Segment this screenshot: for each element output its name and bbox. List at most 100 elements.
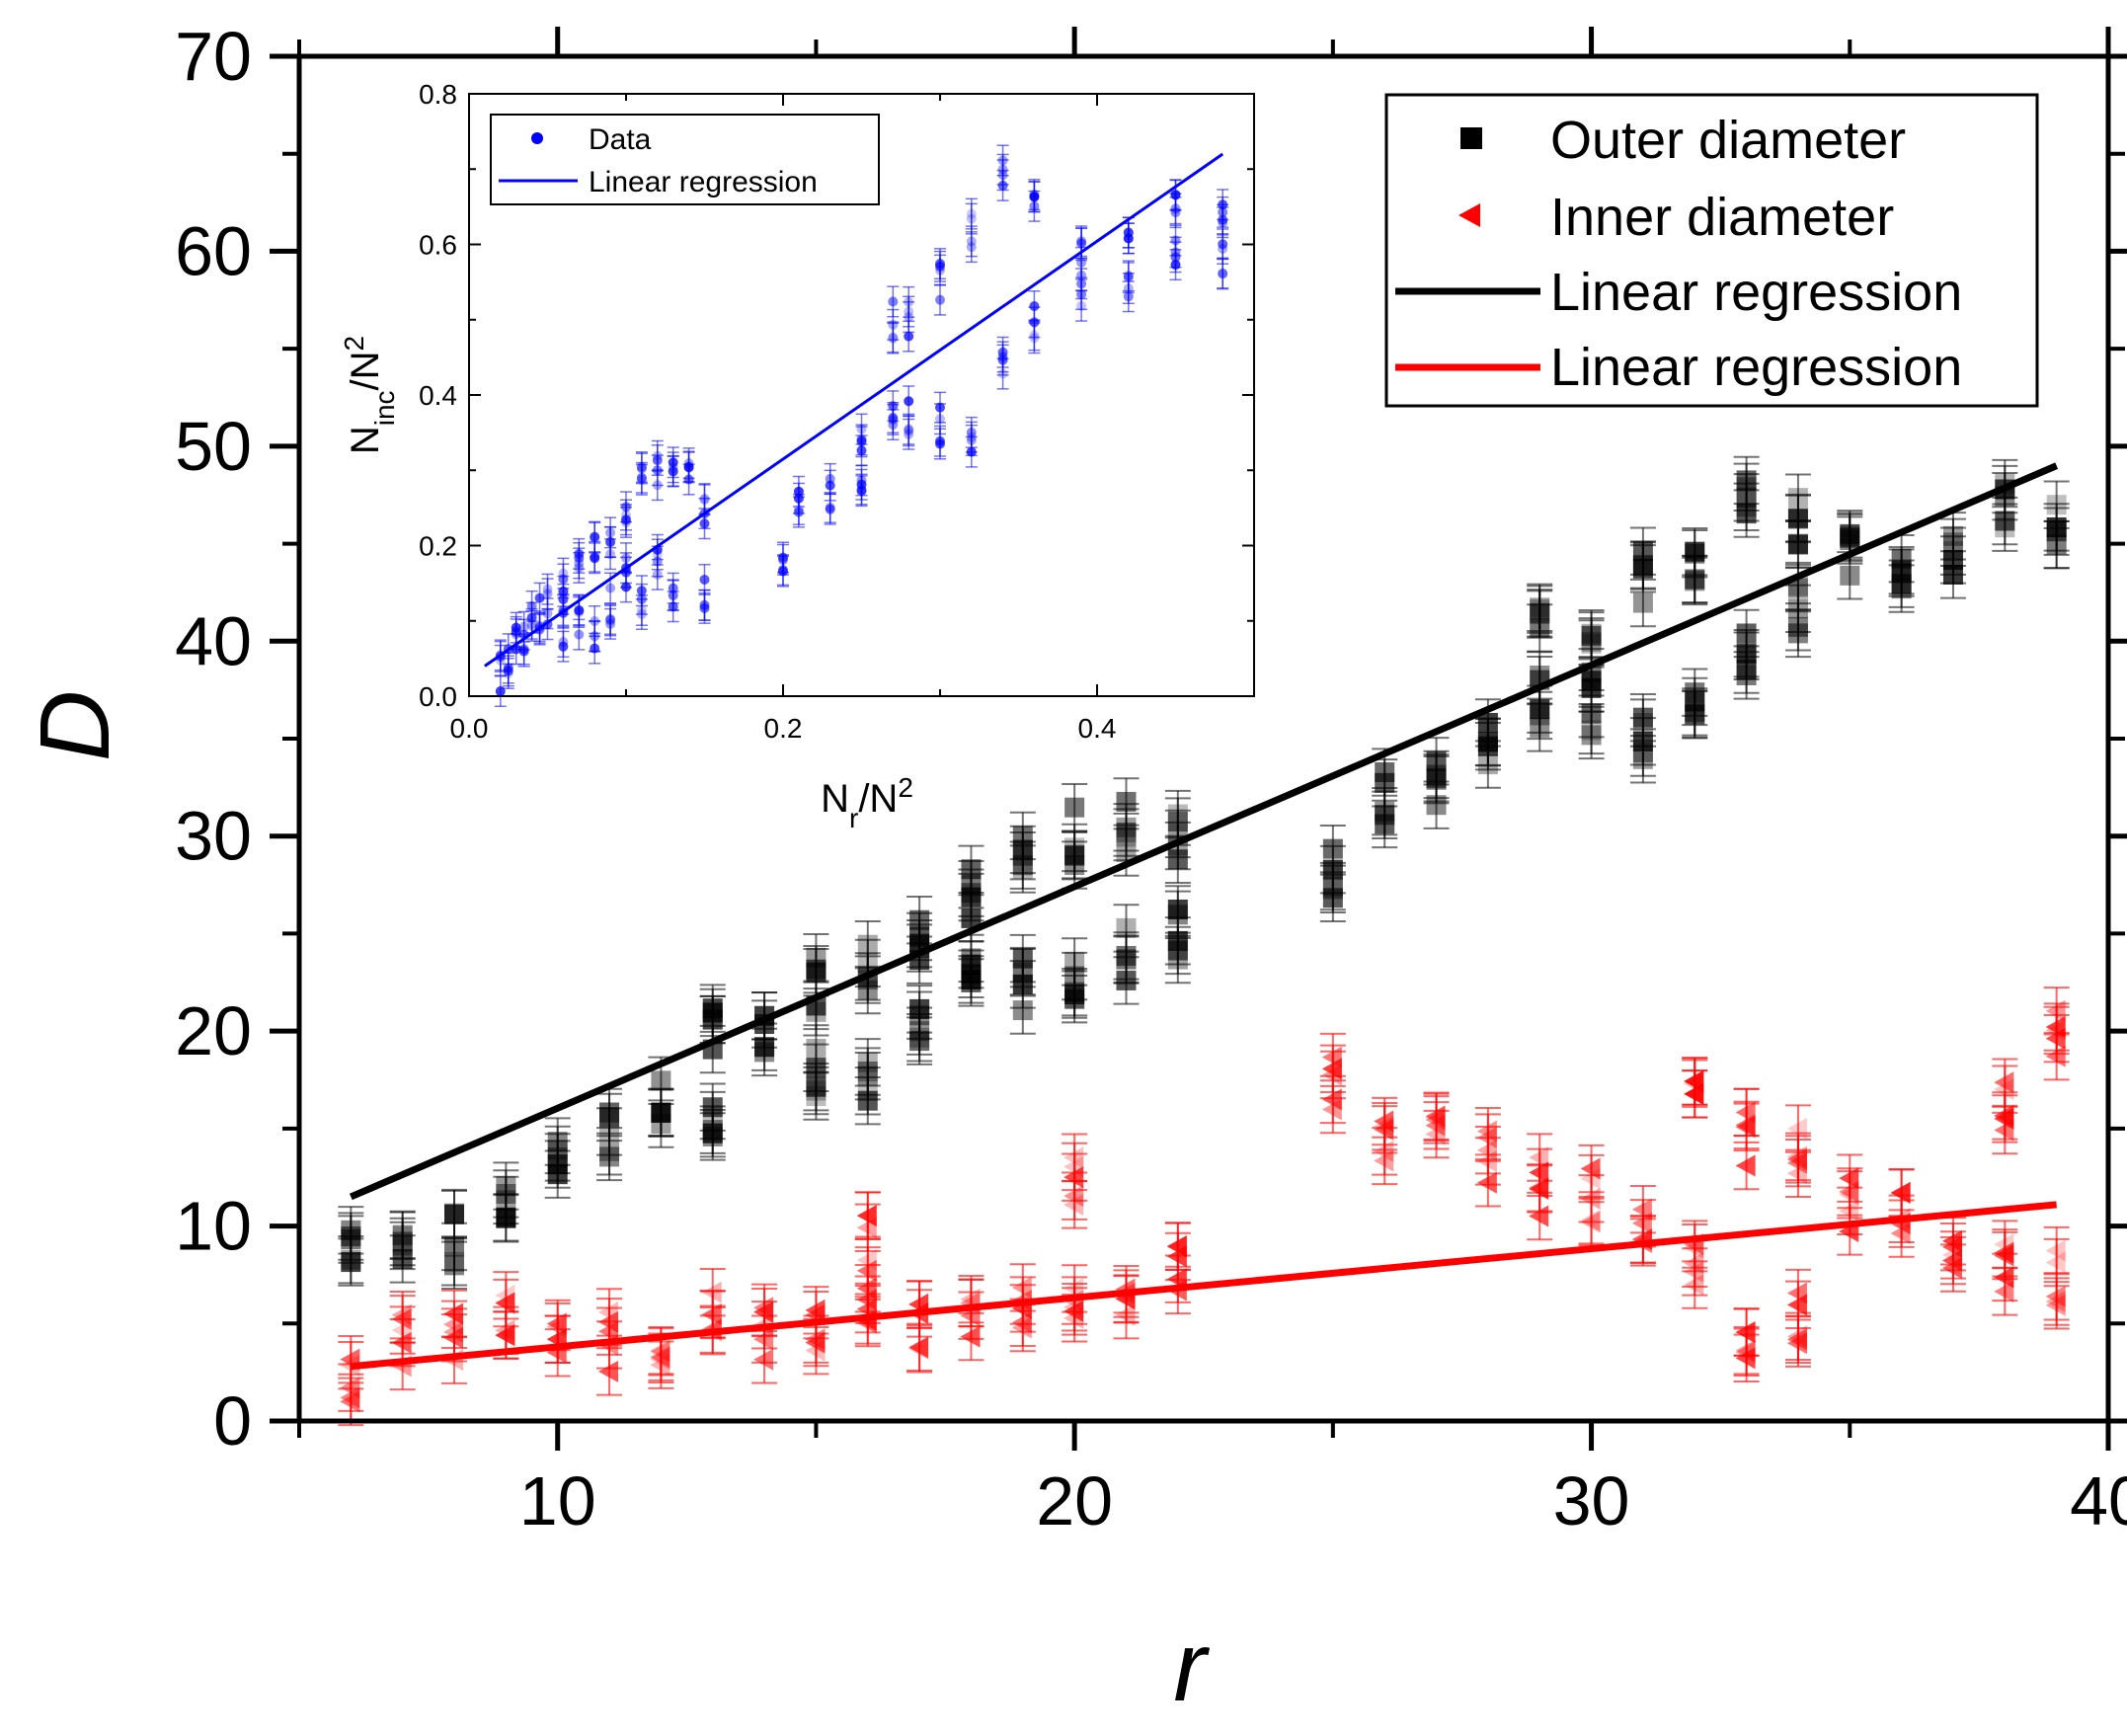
inset-y-tick-label: 0.4 — [419, 380, 457, 411]
outer-diameter-point — [1064, 797, 1085, 818]
inset-data-point — [699, 599, 710, 610]
outer-diameter-point — [702, 1123, 723, 1144]
legend-label-outer-diameter: Outer diameter — [1550, 111, 1906, 170]
inner-diameter-point — [1529, 1146, 1549, 1169]
inner-diameter-point — [805, 1299, 826, 1321]
inner-diameter-point — [2045, 1045, 2066, 1067]
inner-diameter-point — [1941, 1229, 1962, 1252]
outer-diameter-point — [599, 1146, 620, 1167]
outer-diameter-point — [496, 1208, 516, 1228]
legend-marker-outer-diameter — [1460, 127, 1482, 149]
outer-diameter-point — [1632, 707, 1653, 728]
inset-data-point — [503, 666, 513, 676]
inset-data-point — [683, 462, 694, 473]
outer-diameter-point — [2046, 521, 2067, 542]
inset-data-point — [825, 504, 835, 514]
inset-data-point — [966, 242, 977, 253]
inset-regression-line — [484, 152, 1224, 668]
main-y-tick-label: 20 — [175, 992, 252, 1069]
inset-data-point — [699, 495, 710, 506]
outer-diameter-point — [651, 1070, 671, 1091]
outer-diameter-point — [1167, 905, 1188, 925]
outer-diameter-point — [857, 1090, 878, 1111]
inner-diameter-point — [650, 1346, 670, 1369]
inner-diameter-point — [1786, 1145, 1807, 1168]
main-y-tick-label: 50 — [175, 408, 252, 485]
outer-diameter-point — [392, 1231, 413, 1252]
inner-diameter-point — [340, 1390, 360, 1413]
inset-axis-ticks: 0.0 0.2 0.4 0.6 0.8 0.0 0.2 0.4 — [419, 79, 1254, 744]
outer-diameter-point — [1685, 569, 1705, 590]
inner-diameter-point — [546, 1312, 567, 1335]
inset-data-point — [1218, 269, 1228, 279]
outer-diameter-point — [1375, 762, 1395, 783]
main-y-tick-label: 60 — [175, 212, 252, 289]
outer-diameter-point — [1167, 812, 1188, 832]
inset-data-point — [574, 552, 585, 563]
outer-diameter-point — [1322, 876, 1343, 897]
inset-data-point — [1029, 200, 1040, 211]
inset-data-point — [590, 531, 600, 542]
inset-data-point — [652, 556, 663, 567]
outer-diameter-point — [1426, 795, 1447, 816]
outer-regression-line — [349, 462, 2059, 1201]
outer-diameter-point — [702, 1097, 723, 1118]
inner-diameter-point — [1064, 1193, 1084, 1216]
outer-diameter-point — [1012, 1000, 1033, 1021]
main-plot: 0 10 20 30 40 50 60 70 10 20 30 40 r D — [20, 18, 2127, 1722]
outer-diameter-point — [1530, 597, 1550, 618]
inset-data-point — [1123, 291, 1134, 302]
outer-diameter-point — [806, 962, 827, 983]
inner-diameter-point — [495, 1323, 515, 1346]
inset-data-point — [668, 591, 678, 601]
outer-diameter-point — [1167, 949, 1188, 970]
inner-diameter-point — [1374, 1115, 1394, 1138]
inner-diameter-point — [1064, 1155, 1084, 1178]
inset-data-point — [590, 643, 600, 654]
inset-data-point — [966, 427, 977, 437]
outer-diameter-point — [496, 1183, 516, 1204]
outer-diameter-point — [1632, 554, 1653, 575]
outer-diameter-point — [1787, 534, 1808, 555]
outer-diameter-point — [341, 1252, 361, 1273]
inner-diameter-point — [443, 1313, 464, 1336]
inner-diameter-point — [1994, 1266, 2014, 1289]
inset-data-point — [1076, 238, 1087, 249]
legend-marker-inner-diameter — [1458, 203, 1480, 227]
inset-data-point — [856, 436, 867, 447]
outer-diameter-point — [1375, 801, 1395, 822]
inset-data-point — [558, 586, 569, 596]
outer-diameter-point — [599, 1107, 620, 1128]
outer-diameter-point — [1322, 838, 1343, 859]
inner-diameter-point — [1994, 1104, 2014, 1127]
outer-diameter-point — [1064, 845, 1085, 866]
main-y-tick-label: 30 — [175, 798, 252, 875]
inset-data-point — [636, 472, 647, 483]
inset-data-point — [699, 574, 710, 585]
inner-diameter-point — [598, 1301, 619, 1323]
outer-diameter-point — [961, 964, 982, 985]
inset-data-point — [904, 396, 914, 407]
outer-diameter-point — [1942, 549, 1963, 570]
inner-diameter-point — [805, 1331, 826, 1354]
inset-legend: Data Linear regression — [490, 114, 880, 205]
inset-data-point — [636, 604, 647, 615]
inner-diameter-point — [856, 1249, 877, 1272]
outer-diameter-point — [702, 1009, 723, 1030]
inner-diameter-point — [1580, 1211, 1601, 1233]
outer-diameter-point — [1477, 732, 1498, 752]
inner-diameter-point — [908, 1336, 929, 1359]
inset-data-point — [997, 355, 1008, 365]
outer-diameter-point — [1632, 592, 1653, 613]
main-axis-ticks: 0 10 20 30 40 50 60 70 10 20 30 40 — [175, 18, 2127, 1539]
inset-data-point — [997, 164, 1008, 175]
inner-diameter-point — [1994, 1071, 2014, 1094]
outer-diameter-point — [1581, 623, 1602, 644]
inner-diameter-point — [2045, 1294, 2066, 1316]
inner-diameter-point — [1166, 1245, 1187, 1268]
outer-diameter-point — [1581, 677, 1602, 698]
inset-x-tick-label: 0.0 — [450, 713, 489, 744]
inset-x-tick-label: 0.4 — [1078, 713, 1117, 744]
inset-data-point — [1218, 199, 1228, 210]
inset-data-point — [904, 312, 914, 323]
